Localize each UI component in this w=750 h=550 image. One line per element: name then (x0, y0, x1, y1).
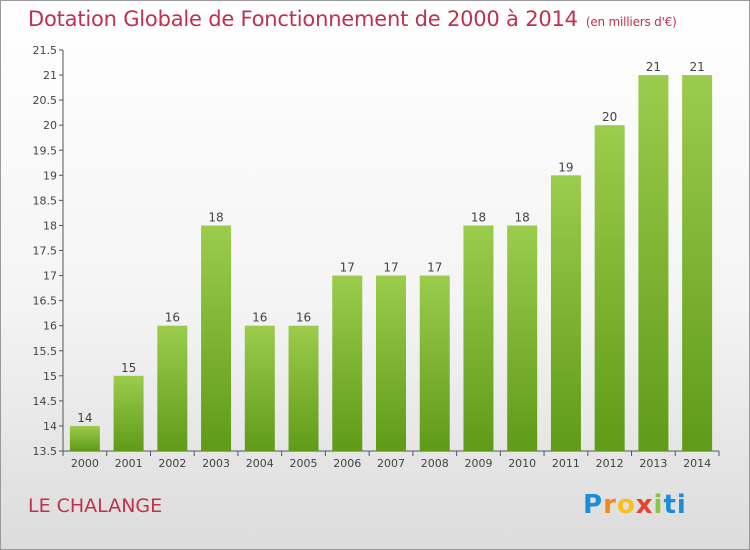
data-label: 18 (515, 210, 530, 224)
data-labels: 14 15 16 18 16 16 17 17 17 18 18 19 20 21 21 (77, 60, 705, 425)
logo-letter: ti (663, 490, 687, 520)
bar (682, 75, 713, 451)
y-tick-label: 14.5 (33, 395, 58, 408)
x-tick-label: 2008 (421, 457, 449, 470)
y-tick-label: 16.5 (33, 295, 58, 308)
y-tick-label: 19.5 (33, 144, 58, 157)
y-tick-label: 17 (43, 270, 57, 283)
y-tick-label: 21.5 (33, 44, 58, 57)
commune-name: LE CHALANGE (28, 495, 163, 517)
data-label: 17 (383, 261, 398, 275)
chart-title: Dotation Globale de Fonctionnement de 20… (28, 7, 677, 31)
y-tick-label: 13.5 (33, 445, 58, 458)
bars (69, 75, 713, 451)
data-label: 20 (602, 110, 617, 124)
data-label: 21 (646, 60, 661, 74)
x-axis: 2000 2001 2002 2003 2004 2005 2006 2007 2008 2009… (62, 450, 720, 470)
y-axis: 13.5 14 14.5 15 15.5 16 16.5 17 17.5 18 18.5 19 19.5… (33, 44, 64, 458)
y-tick-label: 20.5 (33, 94, 58, 107)
x-tick-label: 2003 (202, 457, 230, 470)
x-tick-label: 2002 (158, 457, 186, 470)
y-tick-label: 14 (43, 420, 57, 433)
x-tick-label: 2010 (508, 457, 536, 470)
y-tick-label: 21 (43, 69, 57, 82)
bar (507, 225, 538, 451)
bar (288, 325, 319, 451)
chart-subtitle: (en milliers d'€) (585, 15, 677, 29)
y-tick-label: 19 (43, 169, 57, 182)
bar (594, 125, 625, 451)
logo-letter: o (616, 490, 636, 520)
bar (244, 325, 275, 451)
y-tick-label: 18 (43, 219, 57, 232)
data-label: 16 (165, 311, 180, 325)
x-tick-label: 2014 (683, 457, 711, 470)
data-label: 19 (558, 160, 573, 174)
data-label: 17 (427, 261, 442, 275)
y-tick-label: 16 (43, 320, 57, 333)
bar (201, 225, 232, 451)
x-tick-label: 2007 (377, 457, 405, 470)
x-tick-label: 2009 (464, 457, 492, 470)
chart-title-text: Dotation Globale de Fonctionnement de 20… (28, 7, 578, 31)
bar (69, 425, 100, 451)
x-tick-label: 2001 (115, 457, 143, 470)
bar (463, 225, 494, 451)
x-tick-label: 2005 (290, 457, 318, 470)
y-tick-label: 20 (43, 119, 57, 132)
y-tick-label: 18.5 (33, 194, 58, 207)
bar (638, 75, 669, 451)
y-tick-label: 17.5 (33, 245, 58, 258)
x-tick-label: 2012 (596, 457, 624, 470)
logo-letter: x (635, 490, 654, 520)
bar (157, 325, 188, 451)
y-tick-label: 15 (43, 370, 57, 383)
bar (332, 275, 363, 451)
data-label: 16 (296, 311, 311, 325)
x-tick-label: 2004 (246, 457, 274, 470)
proxiti-logo[interactable]: Proxiti (583, 490, 687, 520)
bar (419, 275, 450, 451)
data-label: 21 (689, 60, 704, 74)
y-tick-label: 15.5 (33, 345, 58, 358)
data-label: 18 (208, 210, 223, 224)
bar (550, 175, 581, 451)
x-tick-label: 2000 (71, 457, 99, 470)
logo-letter: r (603, 490, 617, 520)
logo-letter: P (583, 490, 604, 520)
logo-letter: i (653, 490, 664, 520)
x-tick-label: 2011 (552, 457, 580, 470)
data-label: 16 (252, 311, 267, 325)
x-tick-label: 2006 (333, 457, 361, 470)
data-label: 14 (77, 411, 92, 425)
bar (113, 375, 144, 451)
x-tick-label: 2013 (639, 457, 667, 470)
data-label: 18 (471, 210, 486, 224)
bar (376, 275, 406, 451)
data-label: 17 (340, 261, 355, 275)
data-label: 15 (121, 361, 136, 375)
